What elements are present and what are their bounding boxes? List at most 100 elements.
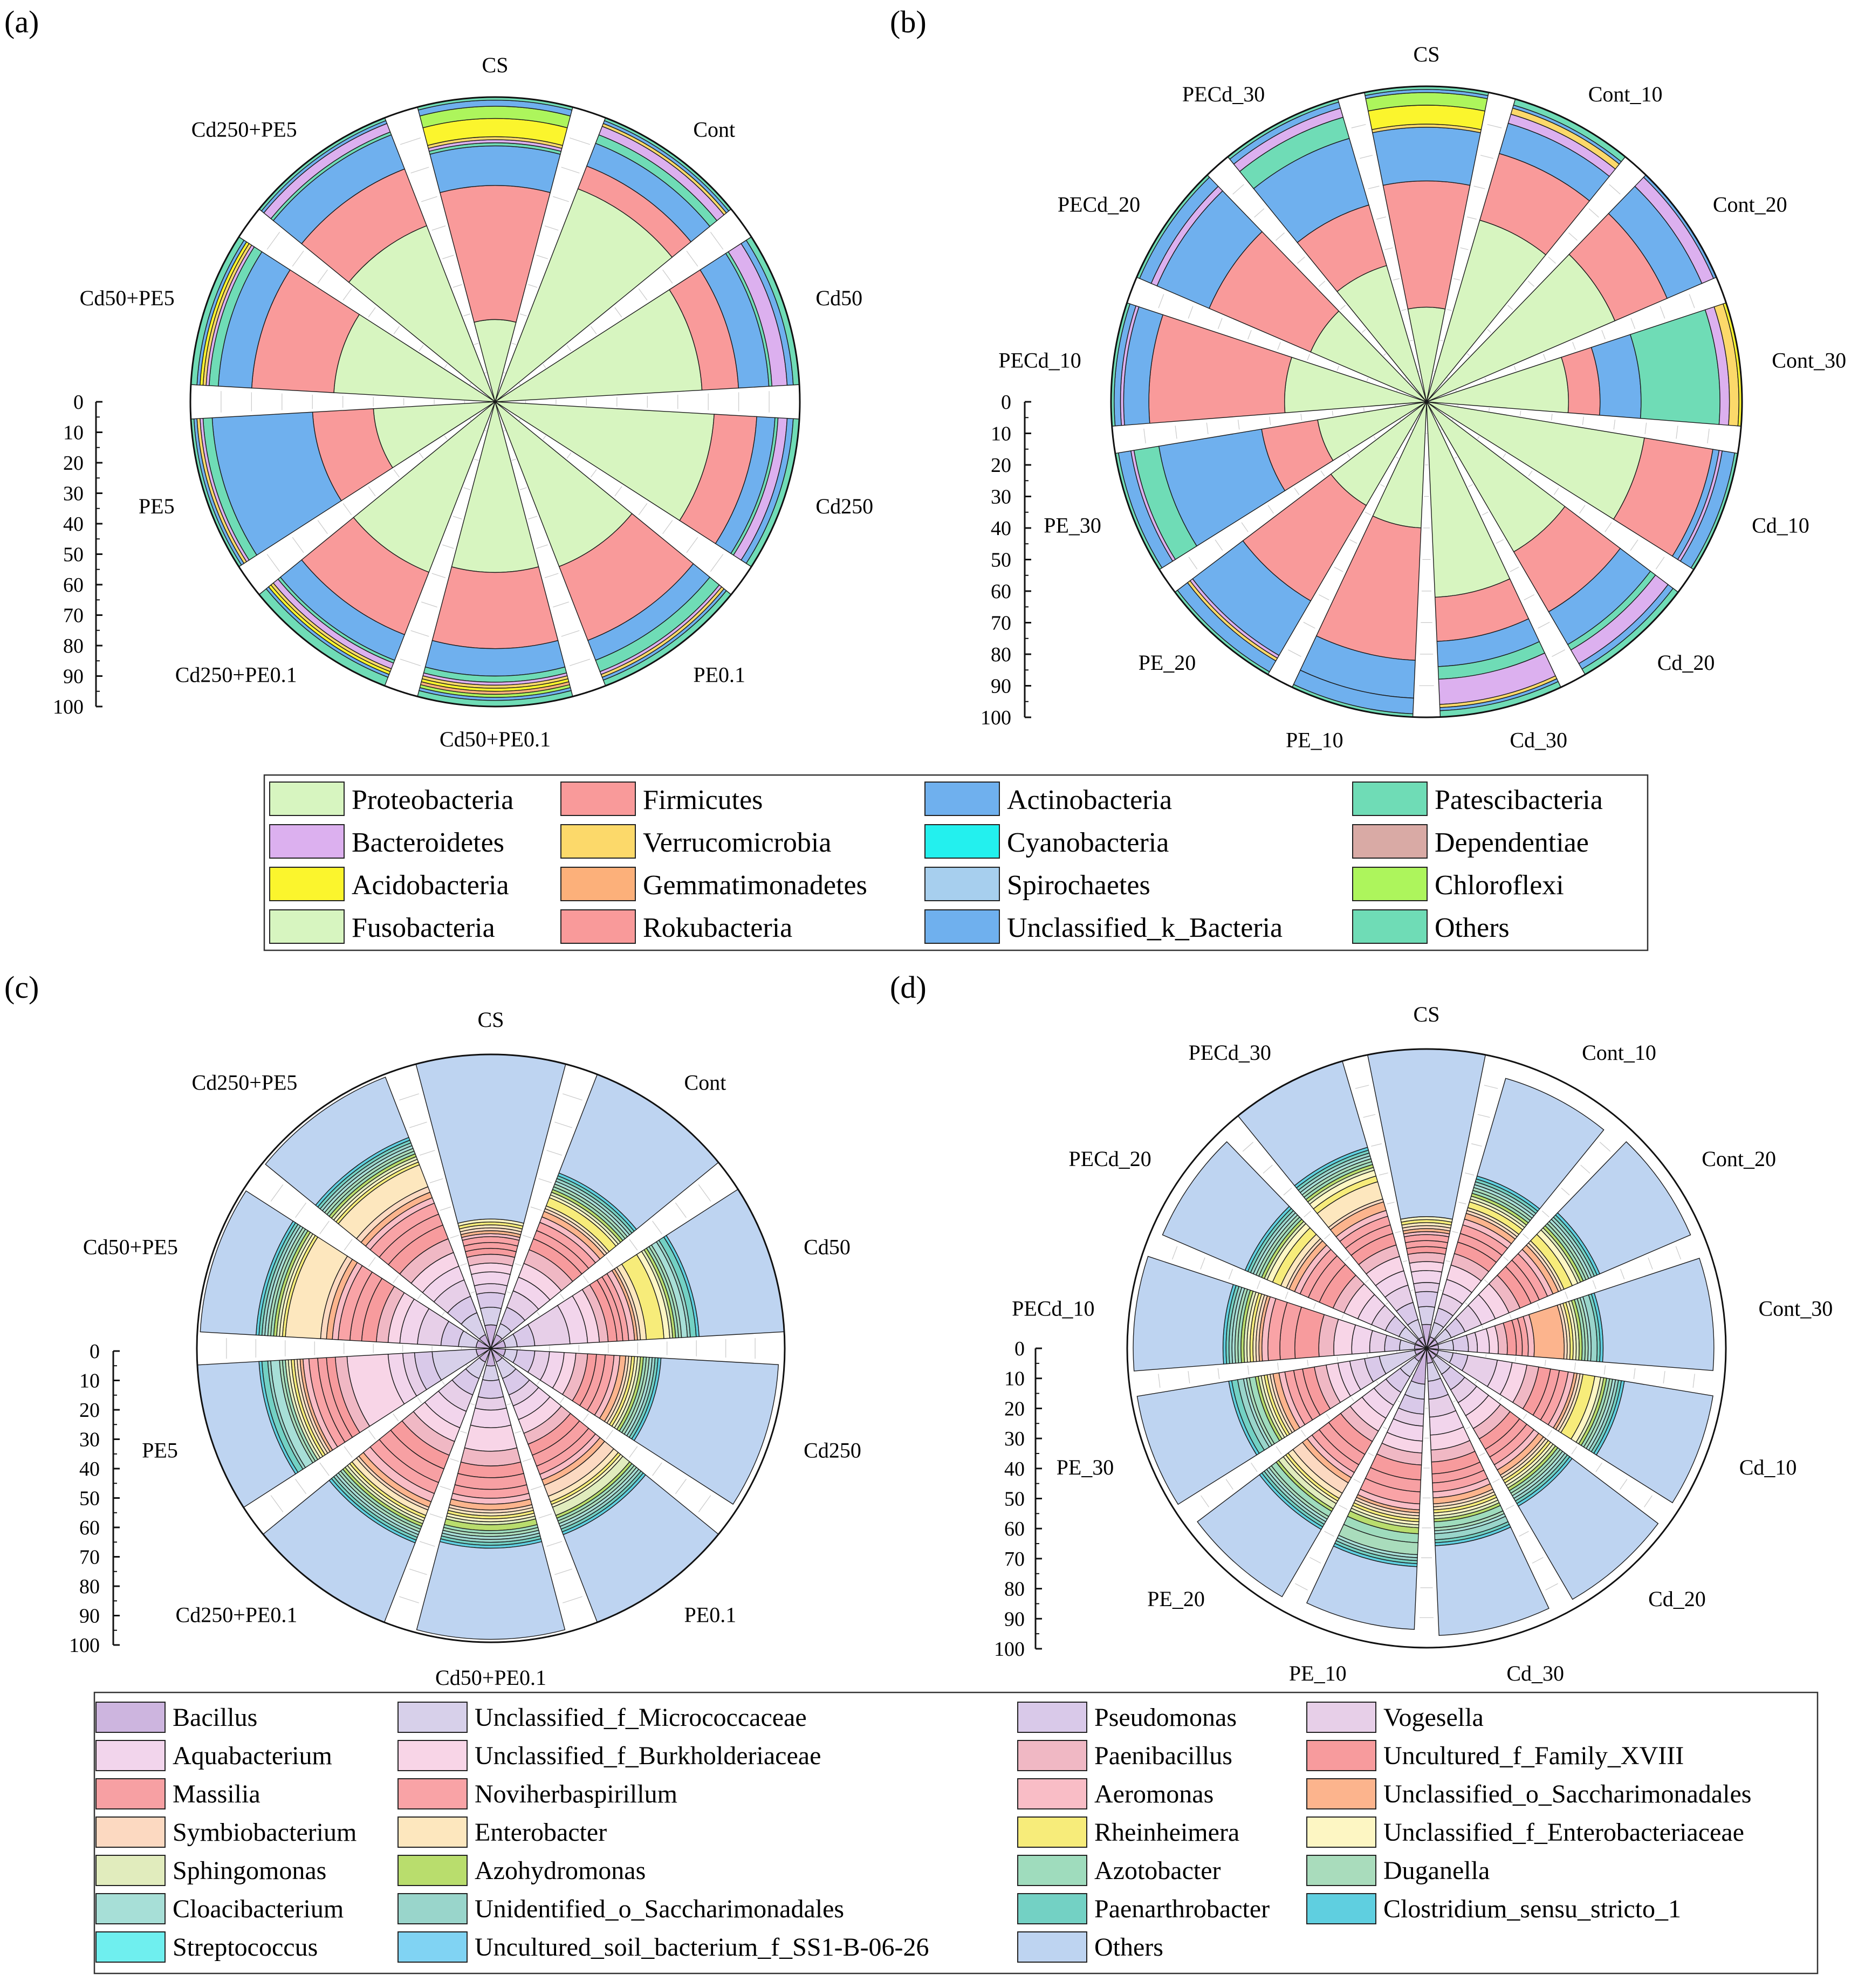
grid-tick	[474, 342, 479, 345]
grid-tick	[1188, 1370, 1190, 1384]
grid-tick	[1513, 366, 1517, 371]
y-tick-label: 30	[79, 1429, 100, 1451]
grid-tick	[1574, 1362, 1576, 1370]
y-tick-label: 60	[991, 580, 1011, 603]
grid-tick	[1232, 184, 1244, 195]
y-tick-label: 40	[79, 1458, 100, 1480]
category-label-pe-30: PE_30	[1044, 513, 1101, 538]
grid-tick	[528, 284, 538, 288]
grid-tick	[1571, 1446, 1578, 1455]
legend-label-cloacibacterium: Cloacibacterium	[173, 1895, 344, 1923]
legend-label-chloroflexi: Chloroflexi	[1435, 870, 1564, 901]
grid-tick	[1402, 1260, 1408, 1263]
grid-tick	[1365, 1279, 1369, 1283]
grid-tick	[553, 196, 570, 202]
category-label-cont: Cont	[693, 117, 735, 141]
grid-tick	[1503, 453, 1506, 458]
grid-tick	[450, 1458, 459, 1462]
grid-tick	[1479, 1452, 1485, 1456]
grid-tick	[1382, 1426, 1387, 1429]
grid-tick	[342, 288, 352, 300]
grid-tick	[409, 1568, 427, 1575]
legend-label-unclassified-o-saccharimonadales: Unclassified_o_Saccharimonadales	[1383, 1780, 1751, 1808]
y-tick-label: 100	[994, 1638, 1025, 1661]
grid-tick	[266, 231, 280, 250]
y-tick-label: 40	[991, 517, 1011, 540]
grid-tick	[559, 1397, 565, 1403]
y-tick-label: 30	[991, 486, 1011, 509]
grid-tick	[1538, 622, 1550, 629]
legend-label-verrucomicrobia: Verrucomicrobia	[643, 827, 831, 858]
legend-label-acidobacteria: Acidobacteria	[352, 870, 509, 901]
grid-tick	[606, 1257, 614, 1267]
grid-tick	[1304, 1210, 1312, 1218]
category-label-cs: CS	[482, 53, 509, 77]
legend-swatch-bacillus	[95, 1702, 166, 1733]
grid-tick	[698, 1495, 711, 1512]
legend-label-duganella: Duganella	[1383, 1856, 1490, 1885]
grid-tick	[1507, 305, 1513, 310]
y-tick-label: 40	[1004, 1458, 1025, 1480]
legend-swatch-unclassified-o-saccharimonadales	[1306, 1778, 1376, 1809]
legend-label-patescibacteria: Patescibacteria	[1435, 785, 1603, 815]
grid-tick	[1267, 505, 1274, 514]
grid-tick	[295, 1478, 307, 1495]
grid-tick	[399, 1093, 419, 1101]
bar-cs-actinobacteria	[429, 145, 561, 193]
category-label-pe-20: PE_20	[1139, 650, 1196, 675]
grid-tick	[1339, 1505, 1348, 1510]
grid-tick	[1480, 155, 1493, 159]
grid-tick	[506, 1291, 511, 1294]
legend-swatch-acidobacteria	[269, 867, 345, 901]
grid-tick	[543, 435, 546, 440]
grid-tick	[442, 255, 454, 259]
grid-tick	[1397, 1400, 1401, 1403]
y-tick-label: 50	[991, 549, 1011, 572]
y-tick-label: 70	[991, 612, 1011, 635]
legend-frame	[93, 1691, 1819, 1975]
category-label-pe-20: PE_20	[1147, 1587, 1205, 1611]
grid-tick	[1158, 294, 1164, 309]
grid-tick	[1630, 318, 1636, 330]
grid-tick	[1663, 1370, 1665, 1384]
grid-tick	[1532, 1557, 1544, 1564]
bar-cont-20-others	[1557, 1141, 1691, 1274]
bar-cont-30-unclassified-o-saccharimonadales	[1528, 1305, 1565, 1360]
grid-tick	[466, 1364, 468, 1367]
grid-tick	[1601, 330, 1606, 340]
grid-tick	[1332, 410, 1333, 416]
grid-tick	[1319, 280, 1326, 287]
grid-tick	[537, 1312, 540, 1316]
grid-tick	[400, 138, 421, 145]
grid-tick	[511, 342, 517, 345]
grid-tick	[1482, 511, 1489, 516]
panel-label-d: (d)	[890, 970, 927, 1005]
grid-tick	[1609, 184, 1621, 195]
grid-tick	[1355, 1085, 1369, 1089]
legend-label-sphingomonas: Sphingomonas	[173, 1856, 326, 1885]
grid-tick	[444, 435, 448, 440]
grid-tick	[1411, 429, 1413, 431]
legend-label-vogesella: Vogesella	[1383, 1703, 1484, 1732]
grid-tick	[1200, 1257, 1205, 1270]
grid-tick	[1644, 422, 1647, 435]
grid-tick	[536, 544, 548, 549]
legend-swatch-pseudomonas	[1017, 1702, 1087, 1733]
grid-tick	[1376, 216, 1387, 220]
grid-tick	[652, 1221, 662, 1235]
grid-tick	[544, 573, 559, 578]
grid-tick	[292, 537, 304, 553]
grid-tick	[319, 1462, 330, 1476]
category-label-cd50-pe0-1: Cd50+PE0.1	[440, 727, 551, 751]
grid-tick	[582, 1413, 589, 1422]
grid-tick	[317, 269, 328, 284]
grid-tick	[1466, 1426, 1471, 1429]
grid-tick	[1395, 456, 1399, 459]
grid-tick	[1568, 232, 1578, 241]
grid-tick	[1547, 1430, 1552, 1437]
grid-tick	[431, 573, 446, 578]
outer-circle	[1110, 85, 1743, 718]
grid-tick	[710, 554, 724, 572]
category-label-cont-10: Cont_10	[1588, 82, 1663, 106]
legend-swatch-spirochaetes	[924, 867, 1000, 901]
